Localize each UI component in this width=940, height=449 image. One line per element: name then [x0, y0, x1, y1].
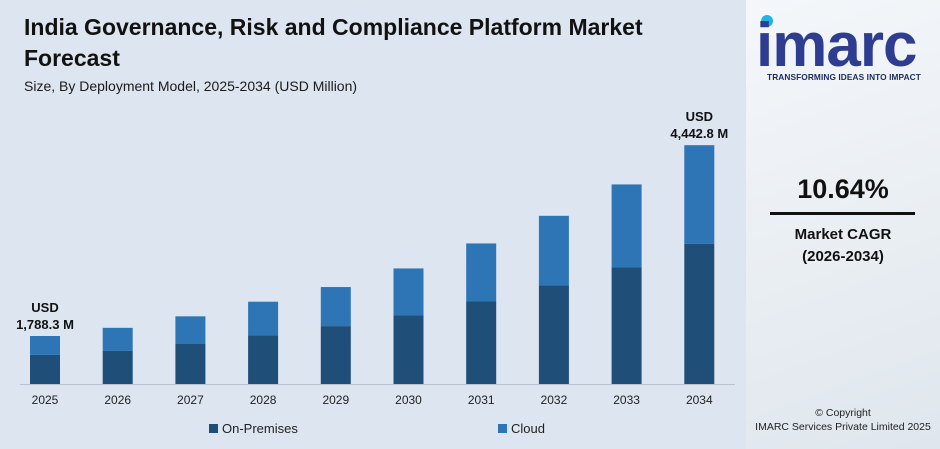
bar-on-premises-2025 — [30, 354, 60, 384]
x-tick-label-2029: 2029 — [322, 393, 349, 407]
cagr-label-line1: Market CAGR — [794, 226, 892, 243]
bar-cloud-2028 — [248, 301, 279, 336]
legend-label-cloud: Cloud — [511, 421, 545, 436]
data-label-currency-2034: USD — [686, 109, 713, 124]
bar-on-premises-2026 — [102, 350, 133, 384]
bar-cloud-2033 — [611, 184, 642, 268]
chart-title: India Governance, Risk and Compliance Pl… — [24, 14, 643, 71]
copyright-line1: © Copyright — [815, 407, 871, 419]
data-label-value-2025: 1,788.3 M — [16, 317, 74, 332]
bar-on-premises-2032 — [538, 285, 569, 384]
bar-on-premises-2027 — [175, 344, 206, 384]
bar-on-premises-2031 — [466, 301, 497, 384]
data-label-currency-2025: USD — [31, 300, 58, 315]
x-tick-label-2027: 2027 — [177, 393, 204, 407]
stacked-bar-chart: 2025 USD 1,788.3 M 2026 2027 2028 2029 2030 2031… — [16, 109, 735, 407]
bar-on-premises-2030 — [393, 315, 424, 384]
legend-swatch-cloud — [498, 424, 507, 433]
bar-on-premises-2028 — [248, 335, 279, 384]
x-tick-label-2033: 2033 — [613, 393, 640, 407]
bar-cloud-2026 — [102, 327, 133, 351]
bar-cloud-2027 — [175, 316, 206, 345]
legend-item-cloud: Cloud — [498, 421, 545, 436]
bar-on-premises-2033 — [611, 267, 642, 384]
copyright: © Copyright IMARC Services Private Limit… — [746, 406, 940, 434]
imarc-logo: imarc — [756, 11, 917, 72]
logo-tagline: TRANSFORMING IDEAS INTO IMPACT — [767, 72, 921, 82]
x-tick-label-2034: 2034 — [686, 393, 713, 407]
bar-cloud-2031 — [466, 243, 497, 302]
x-tick-label-2026: 2026 — [104, 393, 131, 407]
x-tick-label-2032: 2032 — [541, 393, 568, 407]
bar-cloud-2029 — [320, 287, 351, 327]
chart-panel: India Governance, Risk and Compliance Pl… — [16, 14, 735, 436]
bar-on-premises-2029 — [320, 326, 351, 384]
bar-cloud-2034 — [684, 145, 715, 244]
data-label-value-2034: 4,442.8 M — [670, 126, 728, 141]
x-tick-label-2030: 2030 — [395, 393, 422, 407]
cagr-label-line2: (2026-2034) — [802, 248, 884, 265]
bar-on-premises-2034 — [684, 243, 715, 384]
x-tick-label-2028: 2028 — [250, 393, 277, 407]
copyright-line2: IMARC Services Private Limited 2025 — [755, 421, 931, 433]
bar-cloud-2030 — [393, 268, 424, 316]
logo-text: imarc — [756, 11, 916, 72]
legend-item-on-premises: On-Premises — [209, 421, 298, 436]
cagr-label: Market CAGR (2026-2034) — [746, 224, 940, 268]
bar-cloud-2032 — [538, 215, 569, 286]
cagr-divider — [770, 212, 915, 215]
bar-cloud-2025 — [30, 336, 60, 355]
x-tick-label-2025: 2025 — [32, 393, 59, 407]
legend-label-on-premises: On-Premises — [222, 421, 298, 436]
info-panel: imarc TRANSFORMING IDEAS INTO IMPACT 10.… — [746, 0, 940, 449]
legend-swatch-on-premises — [209, 424, 218, 433]
cagr-value: 10.64% — [797, 174, 889, 204]
x-tick-label-2031: 2031 — [468, 393, 495, 407]
chart-subtitle: Size, By Deployment Model, 2025-2034 (US… — [24, 78, 358, 94]
